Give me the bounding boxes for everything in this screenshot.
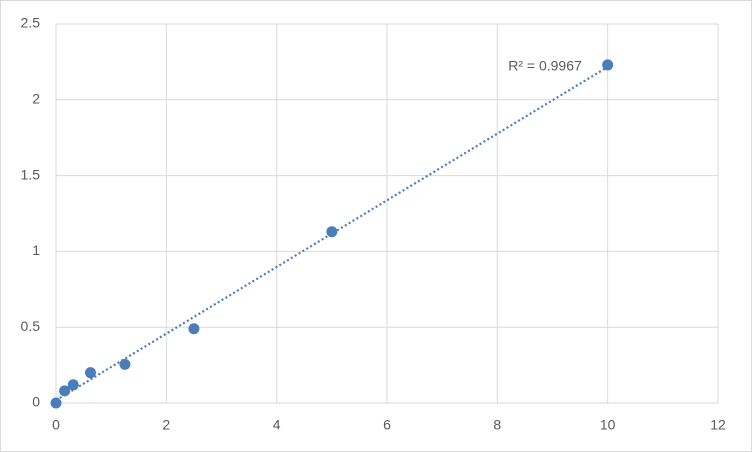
x-tick-label: 2: [162, 417, 170, 433]
x-tick-label: 0: [52, 417, 60, 433]
y-tick-label: 2.5: [21, 15, 41, 31]
y-tick-label: 2: [32, 91, 40, 107]
data-point: [67, 379, 79, 391]
y-tick-label: 0.5: [21, 318, 41, 334]
y-tick-label: 1.5: [21, 166, 41, 182]
y-tick-label: 0: [32, 394, 40, 410]
data-point: [602, 59, 614, 71]
data-point: [50, 397, 62, 409]
x-tick-label: 4: [273, 417, 281, 433]
x-tick-label: 10: [600, 417, 616, 433]
data-point: [326, 226, 338, 238]
y-tick-label: 1: [32, 242, 40, 258]
x-tick-label: 8: [493, 417, 501, 433]
data-point: [188, 323, 200, 335]
data-point: [84, 367, 96, 379]
trendline: [55, 66, 609, 402]
data-point: [119, 358, 131, 370]
x-tick-label: 6: [383, 417, 391, 433]
data-point: [59, 385, 71, 397]
annotation: R² = 0.9967: [508, 58, 582, 74]
x-tick-label: 12: [710, 417, 726, 433]
